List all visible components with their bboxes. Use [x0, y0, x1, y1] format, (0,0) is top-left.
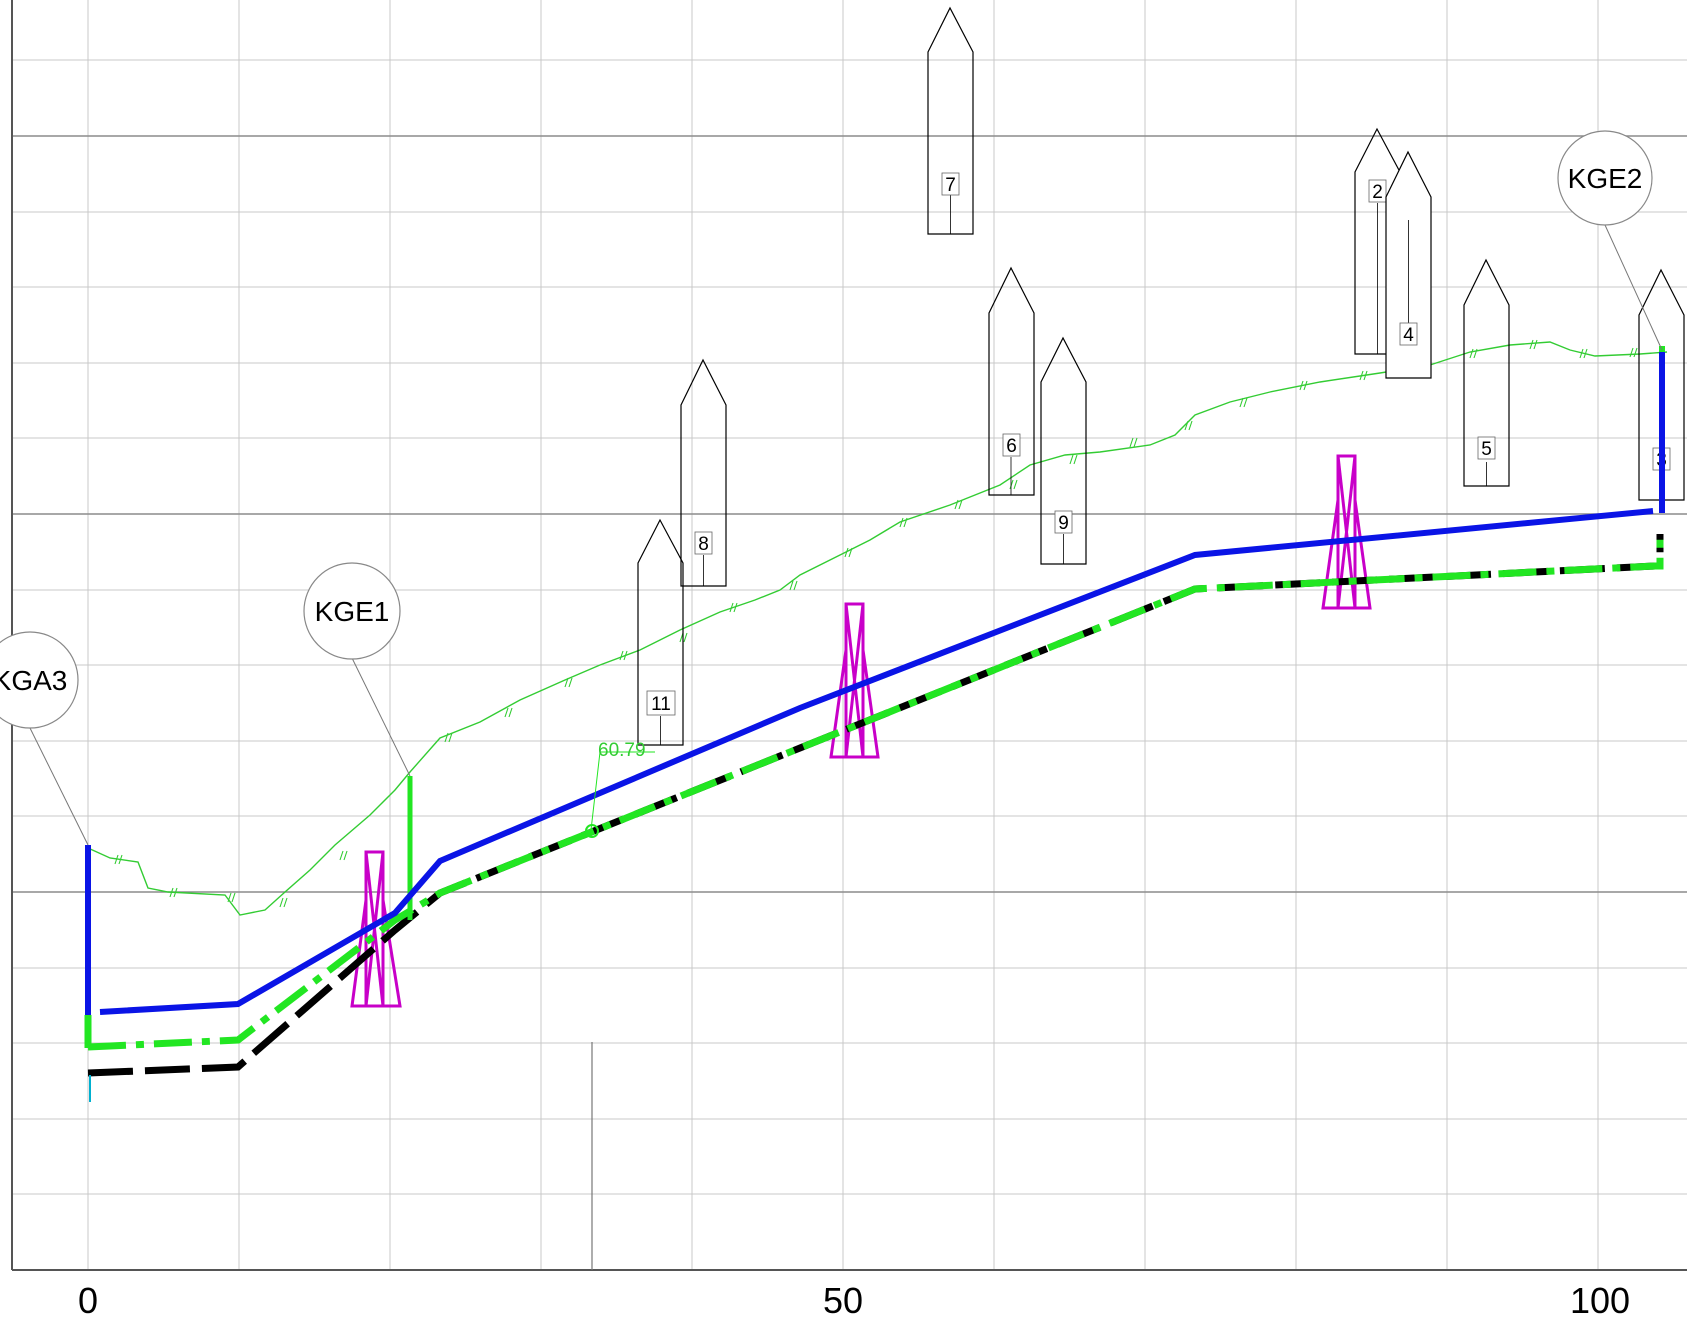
terrain-hatch — [231, 892, 236, 903]
terrain-hatch — [789, 580, 794, 591]
terrain-hatch — [1243, 397, 1248, 408]
terrain-hatch — [444, 732, 449, 743]
terrain-hatch — [227, 892, 232, 903]
terrain-hatch — [793, 580, 798, 591]
green-pipeline — [87, 534, 1664, 1051]
terrain-hatch — [118, 854, 123, 865]
terrain-hatch — [1188, 420, 1193, 431]
terrain-hatch — [1184, 420, 1189, 431]
pile-number: 11 — [651, 694, 671, 715]
terrain-hatch — [899, 517, 904, 528]
terrain-hatch — [1359, 370, 1364, 381]
pipelines — [84, 346, 1665, 1102]
bubble-label: KGE1 — [315, 596, 390, 627]
x-tick-label: 100 — [1570, 1280, 1630, 1321]
pile-7: 7 — [927, 6, 974, 235]
support-towers — [350, 454, 1372, 1008]
terrain-hatch — [1239, 397, 1244, 408]
pile-number: 5 — [1481, 439, 1492, 460]
terrain-hatch — [279, 897, 284, 908]
pile-5: 5 — [1463, 258, 1510, 487]
elevation-label: 60.79 — [598, 740, 646, 761]
bubble-label: KGE2 — [1568, 163, 1643, 194]
terrain-hatch — [619, 650, 624, 661]
x-axis-labels: 0 50 100 — [78, 1280, 1630, 1321]
terrain-hatch — [1583, 348, 1588, 359]
pile-8: 8 — [680, 358, 727, 587]
terrain-hatch — [343, 850, 348, 861]
terrain-hatch — [448, 732, 453, 743]
terrain-hatch — [844, 547, 849, 558]
terrain-hatch — [848, 547, 853, 558]
terrain-hatch — [683, 632, 688, 643]
terrain-hatch — [1069, 454, 1074, 465]
callouts: KGA3 KGE1 KGE2 — [0, 130, 1663, 846]
terrain-hatch — [903, 517, 908, 528]
terrain-hatch — [1629, 347, 1634, 358]
terrain-hatch — [1633, 347, 1638, 358]
x-tick-label: 50 — [823, 1280, 863, 1321]
terrain-hatch — [568, 677, 573, 688]
x-tick-label: 0 — [78, 1280, 98, 1321]
terrain-hatch — [1363, 370, 1368, 381]
terrain-hatch — [729, 602, 734, 613]
pile-4: 4 — [1385, 150, 1432, 379]
terrain-hatch — [339, 850, 344, 861]
terrain-hatch — [1469, 348, 1474, 359]
terrain-hatch — [1013, 479, 1018, 490]
terrain-hatch — [1303, 380, 1308, 391]
blue-pipeline — [99, 508, 1654, 1015]
terrain-hatch — [504, 707, 509, 718]
terrain-hatch — [1133, 437, 1138, 448]
elevation-marker: 60.79 — [585, 740, 655, 838]
terrain-hatch — [1073, 454, 1078, 465]
terrain-hatches — [114, 339, 1638, 908]
terrain-hatch — [1129, 437, 1134, 448]
pile-number: 6 — [1006, 436, 1017, 457]
terrain-hatch — [508, 707, 513, 718]
terrain-hatch — [954, 499, 959, 510]
pile-2: 2 — [1354, 127, 1401, 355]
terrain-hatch — [1299, 380, 1304, 391]
callout-kge1: KGE1 — [303, 562, 411, 777]
pile-number: 4 — [1403, 325, 1414, 346]
pile-number: 2 — [1372, 182, 1383, 203]
terrain-hatch — [623, 650, 628, 661]
pile-number: 8 — [698, 534, 709, 555]
piles: 7 6 9 8 11 2 — [637, 6, 1685, 746]
pile-number: 9 — [1058, 513, 1069, 534]
terrain-hatch — [283, 897, 288, 908]
terrain-hatch — [169, 887, 174, 898]
callout-kga3: KGA3 — [0, 631, 89, 846]
callout-kge2: KGE2 — [1557, 130, 1663, 351]
terrain-hatch — [1533, 339, 1538, 350]
pile-9: 9 — [1040, 336, 1087, 565]
terrain-hatch — [733, 602, 738, 613]
pile-11: 11 — [637, 518, 684, 746]
terrain-hatch — [1579, 348, 1584, 359]
terrain-hatch — [1529, 339, 1534, 350]
terrain-hatch — [958, 499, 963, 510]
terrain-hatch — [1473, 348, 1478, 359]
terrain-hatch — [114, 854, 119, 865]
pile-6: 6 — [988, 266, 1035, 496]
terrain-hatch — [1009, 479, 1014, 490]
terrain-hatch — [173, 887, 178, 898]
terrain-hatch — [564, 677, 569, 688]
bubble-label: KGA3 — [0, 665, 67, 696]
pile-number: 7 — [945, 175, 956, 196]
